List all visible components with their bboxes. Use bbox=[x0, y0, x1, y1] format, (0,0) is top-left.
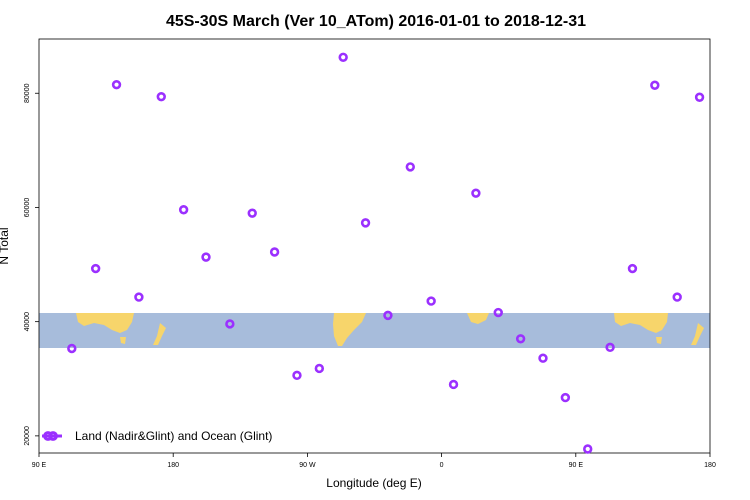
ocean-band bbox=[39, 313, 710, 348]
tasmania-right bbox=[656, 337, 662, 344]
x-axis: 90 E 180 90 W 0 90 E 180 bbox=[32, 453, 716, 469]
data-point bbox=[247, 208, 257, 218]
land-shapes bbox=[76, 313, 704, 346]
data-point bbox=[314, 363, 325, 374]
x-tick-label: 180 bbox=[704, 462, 716, 469]
data-point bbox=[111, 79, 122, 90]
data-point bbox=[448, 379, 459, 390]
data-point bbox=[426, 296, 436, 306]
data-point bbox=[178, 205, 189, 215]
data-point bbox=[292, 370, 302, 381]
data-point bbox=[405, 162, 415, 172]
data-point bbox=[560, 392, 571, 403]
data-point bbox=[605, 342, 615, 353]
y-tick-label: 60000 bbox=[24, 198, 31, 218]
x-axis-label: Longitude (deg E) bbox=[326, 476, 421, 490]
legend-label: Land (Nadir&Glint) and Ocean (Glint) bbox=[75, 429, 272, 443]
new-zealand-right bbox=[691, 323, 704, 345]
south-america bbox=[333, 313, 366, 346]
data-point bbox=[338, 52, 348, 62]
data-point bbox=[269, 247, 280, 257]
x-tick-label: 0 bbox=[440, 462, 444, 469]
data-point bbox=[90, 263, 101, 274]
data-point bbox=[225, 319, 235, 329]
x-tick-label: 180 bbox=[167, 462, 179, 469]
data-point bbox=[67, 343, 77, 354]
data-point bbox=[583, 444, 593, 454]
plot-frame bbox=[38, 38, 711, 454]
data-point bbox=[694, 92, 705, 102]
data-point bbox=[650, 80, 660, 90]
map-band bbox=[39, 313, 710, 348]
data-point bbox=[134, 292, 144, 302]
data-point bbox=[156, 91, 166, 102]
y-tick-label: 40000 bbox=[24, 312, 31, 332]
legend-marker bbox=[43, 431, 53, 441]
data-point bbox=[471, 188, 481, 198]
x-tick-label: 90 W bbox=[299, 462, 316, 469]
legend-marker bbox=[48, 431, 58, 441]
y-tick-label: 80000 bbox=[24, 83, 31, 103]
new-zealand-left bbox=[153, 323, 166, 345]
legend: Land (Nadir&Glint) and Ocean (Glint) bbox=[42, 429, 272, 443]
tasmania-left bbox=[120, 337, 126, 344]
australia-left bbox=[76, 313, 134, 333]
y-tick-label: 20000 bbox=[24, 426, 31, 446]
chart-title: 45S-30S March (Ver 10_ATom) 2016-01-01 t… bbox=[166, 13, 586, 30]
data-point bbox=[383, 310, 393, 321]
africa bbox=[467, 313, 489, 324]
y-axis-label: N Total bbox=[0, 227, 11, 264]
data-point bbox=[360, 218, 371, 228]
data-point bbox=[201, 252, 211, 262]
data-point bbox=[493, 307, 503, 318]
y-axis: 20000 40000 60000 80000 bbox=[24, 83, 39, 446]
data-point bbox=[627, 263, 638, 274]
x-tick-label: 90 E bbox=[569, 462, 584, 469]
data-point bbox=[515, 334, 526, 344]
x-tick-label: 90 E bbox=[32, 462, 47, 469]
data-points bbox=[67, 52, 705, 454]
data-point bbox=[538, 353, 548, 363]
australia-right bbox=[614, 313, 668, 333]
data-point bbox=[672, 292, 682, 302]
